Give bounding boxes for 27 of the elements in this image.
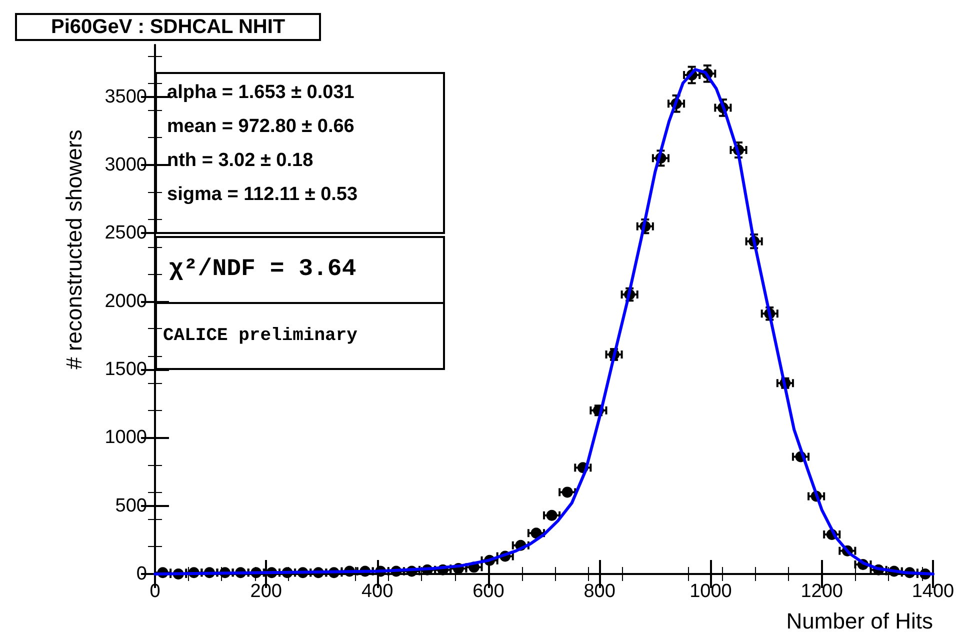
x-tick-label: 1200	[800, 581, 843, 602]
chart-title: Pi60GeV : SDHCAL NHIT	[51, 16, 286, 38]
point	[530, 528, 542, 539]
x-tick-label: 0	[150, 581, 160, 602]
y-tick-label: 3500	[104, 86, 147, 108]
y-tick-label: 2000	[104, 290, 147, 312]
y-tick-label: 1000	[104, 427, 147, 448]
x-tick-label: 600	[472, 581, 504, 602]
y-tick-label: 2500	[104, 222, 147, 244]
y-tick-label: 500	[115, 495, 147, 516]
annotation: mean = 972.80 ± 0.66	[166, 115, 356, 139]
annotation: alpha = 1.653 ± 0.031	[166, 81, 356, 105]
text-box: CALICE preliminary	[155, 302, 445, 370]
point	[546, 510, 558, 521]
x-tick-label: 400	[361, 581, 394, 602]
y-tick-label: 1500	[104, 358, 147, 380]
text-box: χ²/NDF = 3.64	[155, 236, 445, 304]
y-tick-label: 3000	[104, 154, 147, 176]
point	[562, 486, 573, 498]
annotation: nth = 3.02 ± 0.18	[166, 149, 314, 173]
y-axis-title: # reconstructed showers	[62, 130, 86, 370]
annotation: sigma = 112.11 ± 0.53	[166, 183, 359, 207]
x-tick-label: 1000	[690, 581, 732, 602]
x-tick-label: 1400	[912, 581, 954, 602]
x-tick-label: 800	[584, 581, 616, 602]
x-axis-title: Number of Hits	[786, 608, 933, 634]
x-tick-label: 200	[250, 581, 282, 602]
